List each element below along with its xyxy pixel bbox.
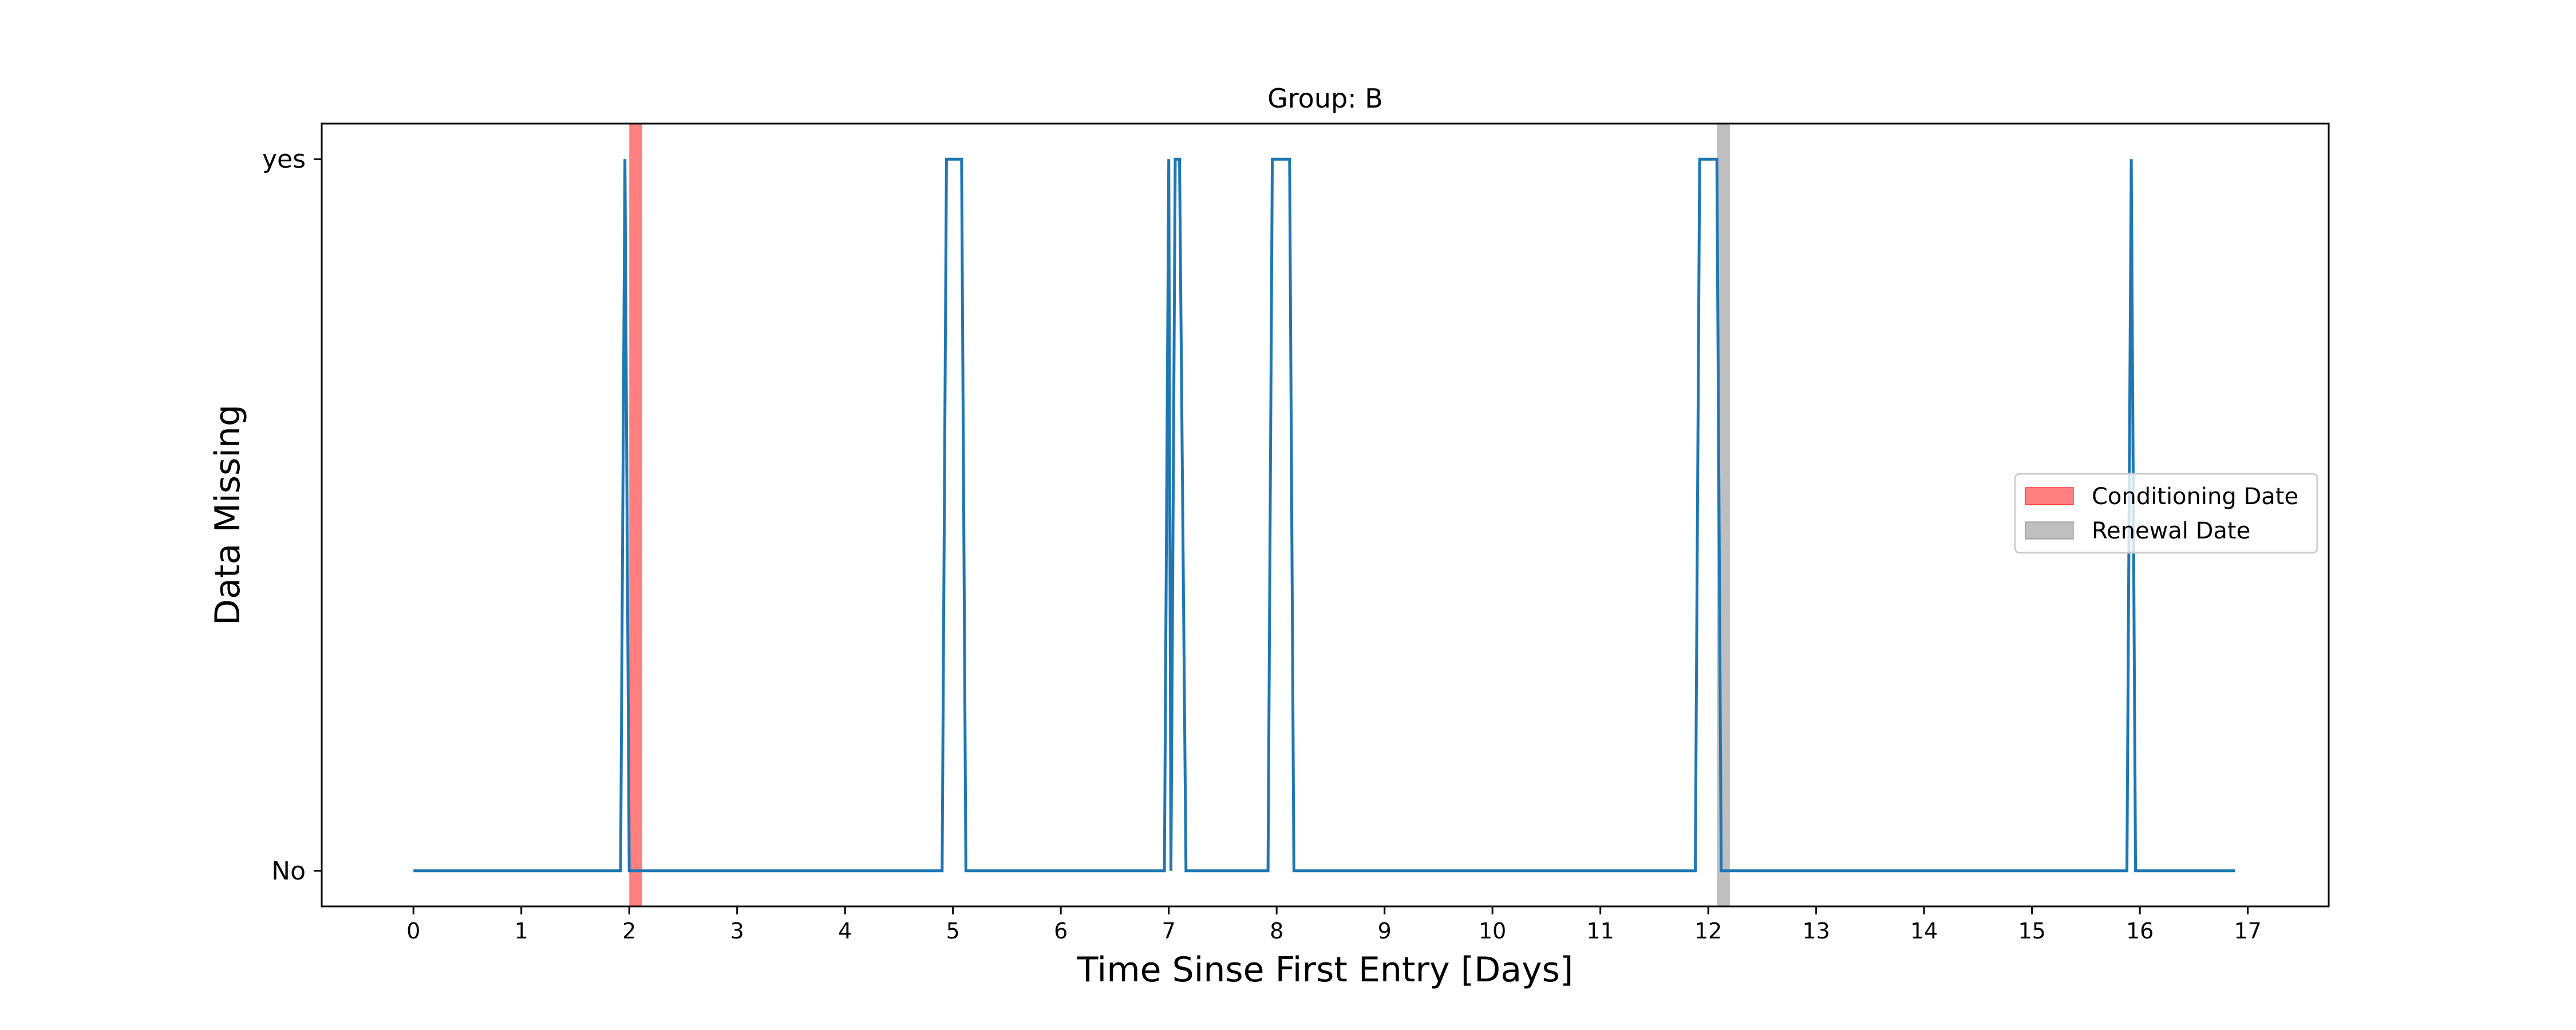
legend-label: Conditioning Date [2092, 484, 2298, 510]
x-tick-label: 6 [1054, 918, 1068, 944]
legend-box [2014, 473, 2318, 554]
span-conditioning-date [629, 124, 642, 906]
x-tick-label: 13 [1802, 918, 1830, 944]
chart-title: Group: B [1267, 83, 1383, 114]
x-tick-label: 2 [622, 918, 636, 944]
legend-swatch [2025, 487, 2074, 505]
x-tick-label: 16 [2126, 918, 2154, 944]
x-axis-ticks: 0 1 2 3 4 5 6 7 8 9 10 11 12 13 14 15 16 17 [406, 906, 2262, 944]
y-tick-label: No [271, 857, 306, 886]
x-tick-label: 4 [838, 918, 852, 944]
x-tick-label: 12 [1694, 918, 1722, 944]
x-tick-label: 0 [406, 918, 420, 944]
x-tick-label: 15 [2018, 918, 2045, 944]
x-tick-label: 11 [1586, 918, 1614, 944]
x-tick-label: 9 [1378, 918, 1392, 944]
legend-swatch [2025, 521, 2074, 540]
x-tick-label: 1 [515, 918, 528, 944]
x-tick-label: 3 [730, 918, 744, 944]
x-tick-label: 10 [1479, 918, 1506, 944]
x-axis-label: Time Sinse First Entry [Days] [1077, 950, 1574, 990]
legend-label: Renewal Date [2092, 518, 2250, 544]
x-tick-label: 14 [1910, 918, 1938, 944]
x-tick-label: 7 [1162, 918, 1176, 944]
legend: Conditioning Date Renewal Date [2014, 473, 2318, 554]
series-line-0 [413, 157, 2235, 873]
y-axis-ticks: No yes [262, 145, 322, 886]
y-tick-label: yes [262, 145, 306, 174]
x-tick-label: 17 [2234, 918, 2261, 944]
x-tick-label: 5 [946, 918, 960, 944]
y-axis-label: Data Missing [208, 405, 248, 625]
lines-layer [413, 157, 2235, 873]
x-tick-label: 8 [1270, 918, 1283, 944]
plot-frame [321, 122, 2330, 908]
